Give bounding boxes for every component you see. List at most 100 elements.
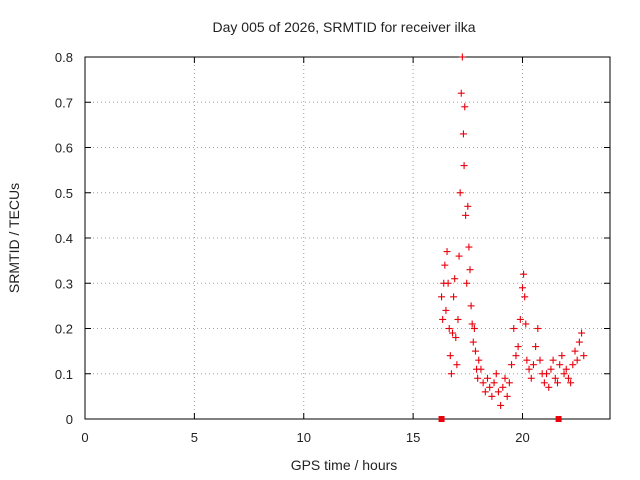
data-point — [540, 379, 548, 387]
data-point — [558, 352, 566, 360]
data-point — [497, 401, 505, 409]
data-point — [510, 325, 518, 332]
x-axis-title: GPS time / hours — [291, 457, 398, 473]
data-point — [439, 315, 447, 323]
data-point — [534, 325, 542, 332]
data-point — [501, 374, 509, 382]
data-point — [549, 356, 557, 364]
data-point — [477, 365, 485, 373]
data-point — [466, 266, 474, 274]
data-point — [475, 356, 483, 364]
data-point — [543, 370, 551, 378]
data-point — [469, 338, 477, 346]
x-tick-label: 20 — [515, 430, 529, 445]
data-point — [470, 325, 478, 332]
data-point — [455, 252, 463, 260]
x-tick-label: 10 — [297, 430, 311, 445]
zero-marker-point — [438, 416, 445, 422]
data-point — [551, 374, 559, 382]
data-point — [456, 189, 464, 197]
data-point — [505, 379, 513, 387]
y-tick-label: 0.1 — [55, 367, 73, 382]
y-tick-label: 0.5 — [55, 186, 73, 201]
x-tick-label: 5 — [191, 430, 198, 445]
data-points — [438, 53, 588, 422]
data-point — [569, 361, 577, 369]
data-point — [454, 315, 462, 323]
data-point — [519, 284, 526, 292]
data-point — [508, 361, 516, 369]
data-point — [488, 392, 496, 400]
data-point — [556, 361, 564, 369]
data-point — [580, 352, 588, 360]
data-point — [499, 383, 507, 391]
data-point — [520, 270, 528, 278]
y-tick-label: 0.6 — [55, 141, 73, 156]
data-point — [446, 352, 454, 360]
data-point — [451, 275, 459, 283]
data-point — [514, 343, 522, 351]
grid-lines — [85, 57, 610, 419]
data-point — [468, 320, 476, 328]
data-point — [578, 329, 586, 337]
y-tick-label: 0 — [66, 412, 73, 427]
data-point — [564, 374, 572, 382]
data-point — [460, 162, 468, 170]
data-point — [479, 379, 487, 387]
data-point — [562, 365, 570, 373]
data-point — [545, 383, 553, 391]
data-point — [516, 315, 524, 323]
data-point — [444, 279, 452, 287]
data-point — [522, 320, 530, 328]
y-tick-label: 0.2 — [55, 322, 73, 337]
data-point — [554, 379, 561, 387]
y-axis-title: SRMTID / TECUs — [6, 183, 22, 293]
data-point — [453, 361, 461, 369]
data-point — [443, 248, 451, 256]
data-point — [523, 356, 531, 364]
data-point — [490, 379, 498, 387]
data-point — [560, 370, 568, 378]
data-point — [536, 356, 544, 364]
data-point — [438, 293, 446, 301]
data-point — [532, 343, 540, 351]
data-point — [467, 302, 475, 310]
data-point — [447, 370, 455, 378]
data-point — [450, 293, 458, 301]
data-point — [525, 365, 533, 373]
data-point — [463, 279, 471, 287]
data-point — [461, 103, 469, 111]
data-point — [575, 338, 583, 346]
data-point — [571, 347, 579, 355]
y-tick-label: 0.7 — [55, 95, 73, 110]
data-point — [462, 211, 470, 219]
data-point — [484, 374, 491, 382]
data-point — [445, 325, 453, 332]
data-point — [452, 334, 460, 342]
data-point — [492, 370, 500, 378]
data-point — [486, 383, 494, 391]
y-tick-label: 0.3 — [55, 276, 73, 291]
data-point — [449, 329, 456, 337]
data-point — [465, 243, 473, 251]
y-tick-label: 0.4 — [55, 231, 73, 246]
data-point — [494, 388, 502, 396]
data-point — [457, 89, 465, 97]
data-point — [481, 388, 489, 396]
x-tick-label: 0 — [81, 430, 88, 445]
data-point — [442, 306, 450, 314]
data-point — [464, 202, 472, 210]
data-point — [441, 261, 449, 269]
data-point — [527, 374, 535, 382]
data-point — [458, 53, 466, 61]
data-point — [512, 352, 520, 360]
data-point — [521, 293, 529, 301]
zero-marker-point — [555, 416, 562, 422]
y-tick-label: 0.8 — [55, 50, 73, 65]
x-tick-label: 15 — [406, 430, 420, 445]
data-point — [573, 356, 581, 364]
data-point — [547, 365, 555, 373]
data-point — [567, 379, 575, 387]
